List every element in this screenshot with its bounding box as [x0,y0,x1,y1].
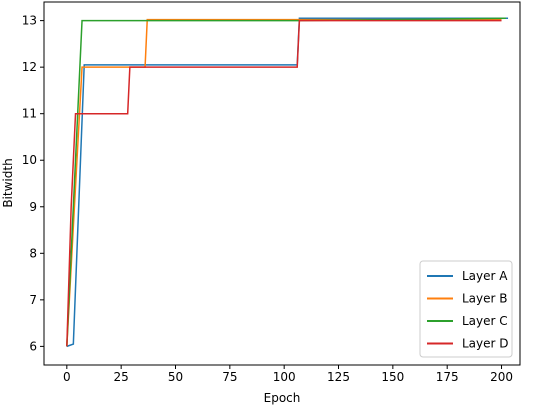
y-axis-label: Bitwidth [1,158,15,207]
x-tick-label: 150 [381,370,404,384]
y-tick-label: 11 [22,107,37,121]
y-tick-label: 8 [29,246,37,260]
y-tick-label: 6 [29,339,37,353]
legend-label: Layer D [462,337,509,351]
x-tick-label: 200 [490,370,513,384]
x-tick-label: 0 [63,370,71,384]
x-tick-label: 25 [114,370,129,384]
legend-box [419,260,513,358]
x-tick-label: 125 [327,370,350,384]
x-tick-label: 175 [436,370,459,384]
series-line [66,17,506,347]
legend-label: Layer C [462,314,508,328]
y-tick-label: 7 [29,293,37,307]
legend-label: Layer B [462,292,508,306]
series-line [66,19,502,347]
x-tick-label: 50 [168,370,183,384]
legend-label: Layer A [462,269,508,283]
y-tick-label: 13 [22,14,37,28]
y-tick-label: 10 [22,153,37,167]
x-tick-label: 100 [273,370,296,384]
x-axis-label: Epoch [264,391,301,405]
y-tick-label: 9 [29,200,37,214]
series-line [66,17,509,348]
y-tick-label: 12 [22,60,37,74]
x-tick-label: 75 [222,370,237,384]
plot-frame [43,1,521,366]
